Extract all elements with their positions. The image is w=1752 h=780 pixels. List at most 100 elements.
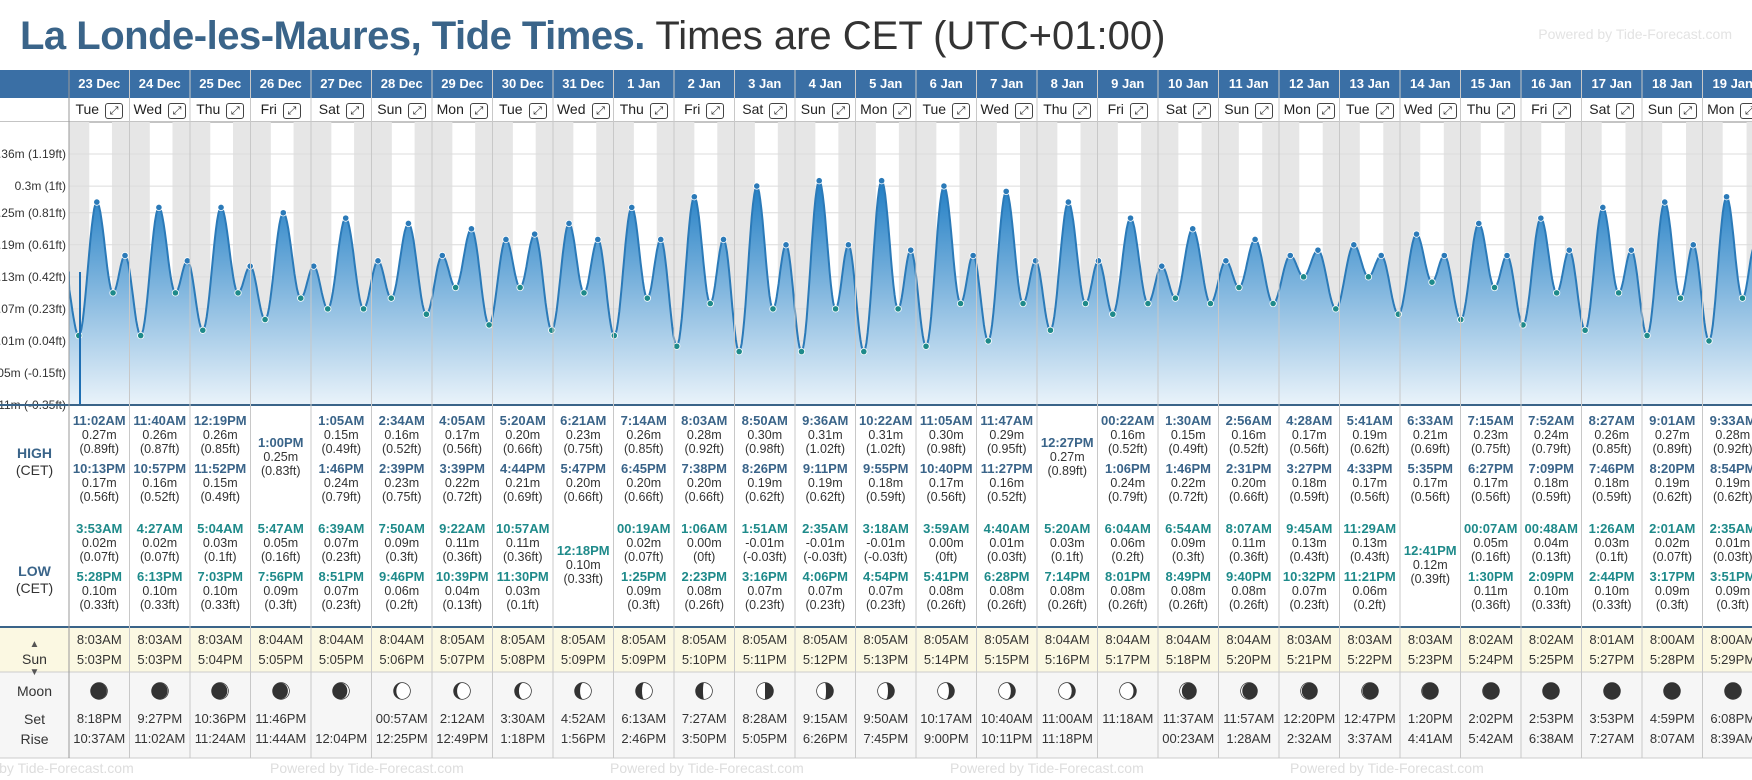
- high-tide-entry: 8:20PM 0.19m (0.62ft): [1642, 462, 1703, 505]
- high-tide-height-ft: (0.52ft): [1107, 442, 1148, 456]
- high-tide-entry: 1:46PM 0.22m (0.72ft): [1158, 461, 1219, 505]
- low-tide-height-ft: (0.03ft): [1712, 550, 1752, 564]
- high-tide-time: 1:46PM: [1165, 461, 1212, 476]
- high-tide-entry: 11:05AM 0.30m (0.98ft): [916, 414, 977, 457]
- expand-day-icon[interactable]: ⤢: [1740, 103, 1752, 119]
- high-tide-time: 8:50AM: [741, 413, 788, 428]
- expand-day-icon[interactable]: ⤢: [1015, 103, 1034, 119]
- expand-day-icon[interactable]: ⤢: [1129, 103, 1148, 119]
- low-tide-height-m: 0.04m: [1533, 536, 1569, 550]
- expand-day-icon[interactable]: ⤢: [1255, 103, 1274, 119]
- expand-day-icon[interactable]: ⤢: [282, 103, 301, 119]
- day-date: 28 Dec: [380, 76, 423, 91]
- moonrise-time: 1:28AM: [1226, 731, 1272, 746]
- high-tide-entry: 7:46PM 0.18m (0.59ft): [1582, 462, 1643, 505]
- low-tide-entry: 9:22AM 0.11m (0.36ft): [432, 522, 493, 565]
- sunset-time: 5:18PM: [1165, 652, 1211, 667]
- high-tide-height-ft: (0.98ft): [744, 442, 785, 456]
- day-of-week: Mon ⤢: [856, 102, 917, 119]
- low-tide-height-ft: (0.23ft): [321, 550, 362, 564]
- expand-day-icon[interactable]: ⤢: [649, 103, 668, 119]
- high-tide-point: [1064, 198, 1072, 206]
- high-tide-time: 9:01AM: [1649, 413, 1696, 428]
- expand-day-icon[interactable]: ⤢: [469, 103, 488, 119]
- high-tide-height-ft: (0.56ft): [1410, 490, 1451, 504]
- high-tide-entry: 5:41AM 0.19m (0.62ft): [1340, 414, 1401, 457]
- sunset-time: 5:21PM: [1286, 652, 1332, 667]
- high-tide-time: 11:52PM: [194, 461, 247, 476]
- expand-day-icon[interactable]: ⤢: [1678, 103, 1697, 119]
- moonset-time: 11:18AM: [1102, 711, 1154, 726]
- low-tide-height-m: 0.03m: [202, 536, 238, 550]
- moonrise-time: 7:27AM: [1589, 731, 1635, 746]
- low-tide-point: [516, 283, 524, 292]
- high-tide-time: 1:05AM: [318, 413, 365, 428]
- low-tide-time: 10:32PM: [1282, 569, 1336, 584]
- expand-day-icon[interactable]: ⤢: [408, 103, 427, 119]
- high-tz-label: (CET): [15, 462, 54, 478]
- moon-phase-icon: [453, 682, 471, 700]
- low-tide-time: 1:06AM: [681, 521, 728, 536]
- dow-label: Fri: [1531, 101, 1548, 117]
- expand-day-icon[interactable]: ⤢: [706, 103, 725, 119]
- high-tide-time: 2:31PM: [1225, 461, 1272, 476]
- expand-day-icon[interactable]: ⤢: [1192, 103, 1211, 119]
- moon-phase-icon: [1603, 682, 1621, 700]
- day-date: 12 Jan: [1289, 76, 1330, 91]
- high-tide-height-m: 0.17m: [81, 476, 117, 490]
- expand-day-icon[interactable]: ⤢: [1375, 103, 1394, 119]
- low-tide-entry: 2:35AM 0.01m (0.03ft): [1703, 522, 1752, 565]
- high-tide-height-m: 0.27m: [81, 428, 117, 442]
- expand-day-icon[interactable]: ⤢: [528, 103, 547, 119]
- low-tide-time: 5:28PM: [76, 569, 123, 584]
- low-tide-height-m: 0.09m: [1170, 536, 1206, 550]
- high-tide-height-m: 0.26m: [202, 428, 238, 442]
- expand-day-icon[interactable]: ⤢: [1438, 103, 1457, 119]
- high-tide-height-ft: (0.69ft): [502, 490, 543, 504]
- high-tide-height-ft: (0.66ft): [1228, 490, 1269, 504]
- expand-day-icon[interactable]: ⤢: [831, 103, 850, 119]
- low-tide-entry: 2:09PM 0.10m (0.33ft): [1521, 570, 1582, 613]
- dow-label: Fri: [684, 101, 701, 117]
- expand-day-icon[interactable]: ⤢: [952, 103, 971, 119]
- expand-day-icon[interactable]: ⤢: [168, 103, 187, 119]
- high-tide-point: [1002, 187, 1010, 196]
- high-tide-time: 7:14AM: [620, 413, 667, 428]
- day-column: 8 Jan Thu ⤢ 12:27PM 0.27m (0.89ft) 5:20AM 0.03m…: [1037, 0, 1098, 760]
- day-column: 25 Dec Thu ⤢ 12:19PM 0.26m (0.85ft) 11:52PM 0.1…: [190, 0, 251, 760]
- expand-day-icon[interactable]: ⤢: [591, 103, 610, 119]
- expand-day-icon[interactable]: ⤢: [226, 103, 245, 119]
- high-tide-entry: 11:02AM 0.27m (0.89ft): [69, 414, 130, 457]
- expand-day-icon[interactable]: ⤢: [1616, 103, 1635, 119]
- high-tide-time: 10:22AM: [859, 413, 913, 428]
- low-tide-height-m: 0.02m: [626, 536, 662, 550]
- day-of-week: Wed ⤢: [977, 102, 1038, 119]
- expand-day-icon[interactable]: ⤢: [1553, 103, 1572, 119]
- high-tide-time: 3:39PM: [439, 461, 486, 476]
- expand-day-icon[interactable]: ⤢: [345, 103, 364, 119]
- high-tide-height-ft: (0.89ft): [79, 442, 120, 456]
- low-tide-point: [171, 289, 180, 297]
- day-date: 17 Jan: [1591, 76, 1632, 91]
- high-tide-height-ft: (0.72ft): [1168, 490, 1209, 504]
- day-column: 16 Jan Fri ⤢ 7:52AM 0.24m (0.79ft) 7:09PM 0.18m…: [1521, 0, 1582, 760]
- high-tide-time: 9:11PM: [802, 461, 848, 476]
- expand-day-icon[interactable]: ⤢: [1496, 103, 1515, 119]
- moon-phase-icon: [1240, 682, 1258, 700]
- low-tide-height-ft: (0.16ft): [1470, 550, 1511, 564]
- sunrise-time: 8:05AM: [742, 632, 788, 647]
- expand-day-icon[interactable]: ⤢: [105, 103, 124, 119]
- moonset-time: 11:00AM: [1041, 711, 1093, 726]
- high-tide-height-ft: (0.52ft): [381, 442, 422, 456]
- expand-day-icon[interactable]: ⤢: [1316, 103, 1335, 119]
- low-tide-entry: 3:53AM 0.02m (0.07ft): [69, 522, 130, 565]
- expand-day-icon[interactable]: ⤢: [769, 103, 788, 119]
- low-tide-point: [109, 289, 117, 297]
- expand-day-icon[interactable]: ⤢: [1073, 103, 1092, 119]
- low-tide-point: [1235, 283, 1243, 292]
- low-tide-entry: 11:29AM 0.13m (0.43ft): [1340, 522, 1401, 565]
- expand-day-icon[interactable]: ⤢: [893, 103, 912, 119]
- day-of-week: Tue ⤢: [1340, 102, 1401, 119]
- low-tide-height-ft: (0.07ft): [79, 550, 120, 564]
- low-tide-time: 9:45AM: [1286, 521, 1333, 536]
